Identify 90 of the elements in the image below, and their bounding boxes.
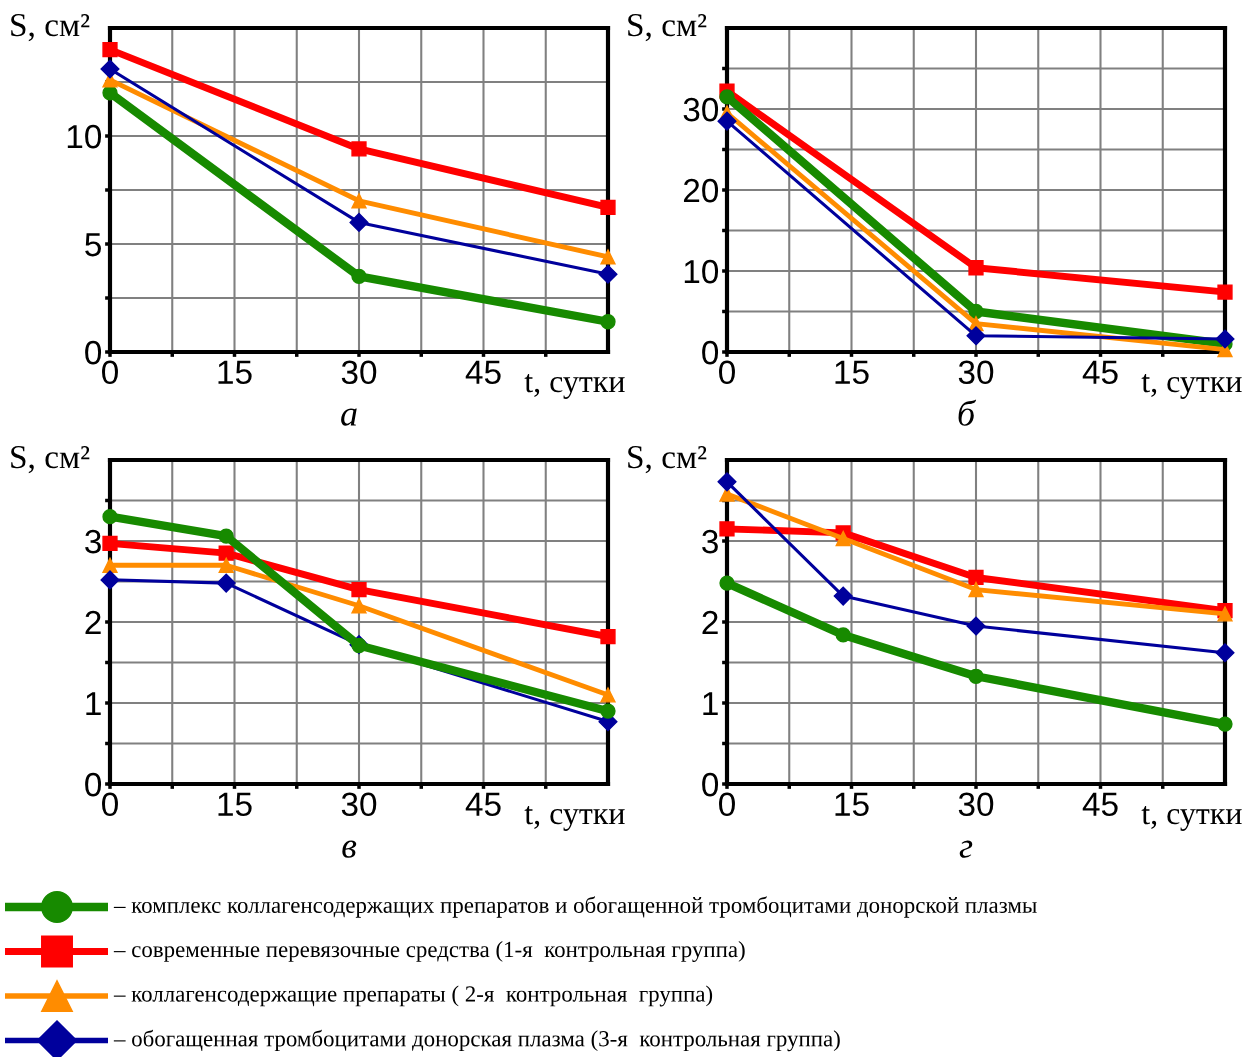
- y-axis-title: S, см²: [11, 13, 90, 42]
- y-tick-label: 3: [85, 529, 101, 554]
- text: а: [341, 408, 357, 426]
- y-tick-label: 20: [683, 178, 719, 203]
- point: [216, 573, 236, 593]
- y-tick-label: 10: [684, 259, 719, 284]
- text: б: [958, 399, 977, 426]
- legend-label: – комплекс коллагенсодержащих препаратов и обогащенной тромбоцитами донорской плазмы: [113, 896, 1037, 918]
- point: [600, 314, 616, 330]
- point: [600, 249, 616, 265]
- x-tick-label: 0: [719, 792, 735, 817]
- point: [351, 141, 367, 157]
- legend-label: – коллагенсодержащие препараты ( 2-я контрольная группа): [113, 985, 713, 1007]
- legend-label: – современные перевязочные средства (1-я контрольная группа): [113, 941, 745, 962]
- point: [1217, 284, 1233, 300]
- point: [719, 89, 735, 105]
- y-tick-label: 0: [702, 340, 719, 365]
- y-tick-label: 1: [703, 692, 718, 716]
- point: [102, 41, 118, 58]
- point: [968, 569, 984, 586]
- y-axis-title: S, см²: [628, 445, 707, 474]
- point: [968, 668, 984, 684]
- x-tick-label: 45: [465, 792, 501, 817]
- y-tick-label: 5: [85, 233, 101, 257]
- x-axis-title: t, сутки: [1141, 374, 1242, 399]
- point: [102, 535, 118, 552]
- x-tick-label: 0: [102, 792, 118, 817]
- point: [968, 581, 984, 598]
- x-tick-label: 45: [1082, 792, 1118, 817]
- x-tick-label: 15: [218, 792, 252, 817]
- x-tick-label: 30: [341, 360, 377, 385]
- point: [100, 570, 120, 590]
- y-tick-label: 1: [86, 692, 101, 716]
- legend-label: – обогащенная тромбоцитами донорская плазма (3-я контрольная группа): [113, 1029, 840, 1052]
- point: [351, 193, 367, 209]
- point: [351, 598, 367, 614]
- x-tick-label: 45: [465, 360, 501, 385]
- y-tick-label: 0: [702, 772, 719, 797]
- point: [218, 557, 234, 573]
- x-axis-title: t, сутки: [524, 806, 625, 831]
- point: [102, 85, 118, 101]
- x-tick-label: 30: [341, 792, 377, 817]
- x-tick-label: 45: [1082, 360, 1118, 385]
- point: [835, 627, 851, 643]
- x-tick-label: 0: [719, 360, 735, 385]
- point: [351, 581, 367, 598]
- point: [598, 264, 618, 284]
- y-axis-title: S, см²: [11, 445, 90, 474]
- point: [600, 628, 616, 645]
- point: [717, 472, 737, 492]
- y-tick-label: 2: [702, 610, 718, 635]
- point: [1215, 329, 1235, 349]
- y-tick-label: 3: [702, 529, 718, 554]
- x-tick-label: 0: [102, 360, 118, 385]
- x-tick-label: 15: [835, 360, 869, 385]
- x-tick-label: 15: [218, 360, 252, 385]
- point: [349, 212, 369, 232]
- y-tick-label: 0: [85, 340, 102, 365]
- x-tick-label: 30: [958, 360, 994, 385]
- point: [719, 521, 735, 537]
- point: [1215, 643, 1235, 663]
- point: [719, 575, 735, 591]
- text: г: [959, 840, 973, 858]
- point: [968, 260, 984, 276]
- point: [717, 111, 737, 131]
- x-tick-label: 15: [835, 792, 869, 817]
- point: [600, 703, 616, 719]
- point: [1217, 716, 1233, 732]
- y-tick-label: 2: [85, 610, 101, 635]
- point: [218, 545, 234, 561]
- point: [835, 530, 851, 547]
- text: в: [342, 840, 357, 858]
- x-tick-label: 30: [958, 792, 994, 817]
- point: [351, 268, 367, 285]
- point: [833, 586, 853, 606]
- point: [600, 687, 616, 703]
- point: [968, 303, 984, 320]
- y-tick-label: 10: [67, 124, 102, 149]
- point: [600, 199, 616, 215]
- x-axis-title: t, сутки: [1141, 806, 1242, 831]
- point: [102, 509, 118, 525]
- point: [102, 557, 118, 573]
- y-axis-title: S, см²: [628, 13, 707, 42]
- point: [966, 616, 986, 636]
- point: [218, 528, 234, 544]
- y-tick-label: 30: [683, 97, 719, 122]
- point: [966, 326, 986, 346]
- point: [100, 59, 120, 79]
- y-tick-label: 0: [85, 772, 102, 797]
- x-axis-title: t, сутки: [524, 374, 625, 399]
